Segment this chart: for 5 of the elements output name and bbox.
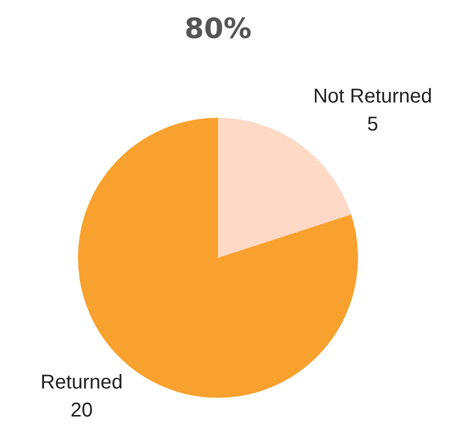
data-label: 5 <box>367 113 378 136</box>
chart-title: 80% <box>184 12 252 46</box>
slice-label: Not Returned <box>313 85 432 108</box>
data-label: 20 <box>70 399 93 422</box>
slice-label: Returned <box>40 371 123 394</box>
